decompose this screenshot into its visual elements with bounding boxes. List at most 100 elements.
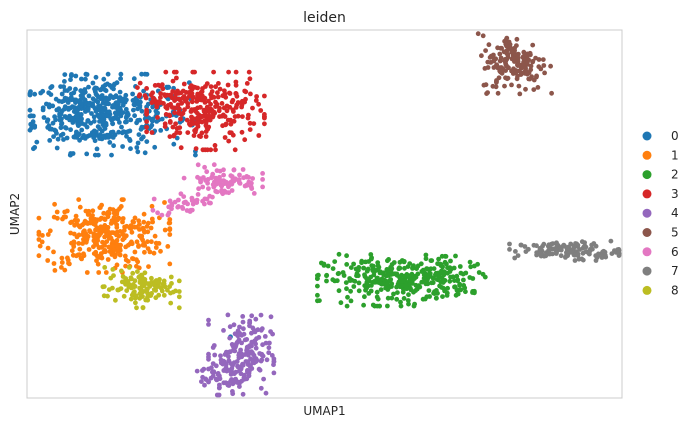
point (240, 314, 246, 319)
point (219, 183, 225, 189)
point (130, 91, 136, 97)
point (152, 83, 158, 88)
point (120, 219, 125, 225)
point (213, 104, 218, 109)
point (58, 111, 64, 117)
point (135, 269, 140, 274)
point (206, 186, 211, 192)
point (125, 112, 131, 118)
point (315, 283, 320, 289)
point (362, 294, 367, 300)
point (253, 345, 259, 351)
point (163, 69, 169, 75)
point (202, 164, 208, 170)
point (240, 319, 246, 325)
point (458, 270, 464, 276)
point (168, 274, 174, 280)
point (452, 278, 457, 283)
point (467, 259, 473, 265)
point (161, 292, 167, 298)
point (244, 182, 250, 188)
point (159, 212, 165, 218)
point (165, 212, 171, 218)
point (435, 270, 441, 276)
point (78, 112, 84, 117)
point (377, 270, 383, 276)
point (62, 95, 68, 101)
point (571, 246, 576, 251)
point (185, 130, 191, 136)
point (142, 270, 148, 276)
point (520, 62, 526, 68)
point (423, 256, 429, 262)
point (507, 247, 512, 252)
point (244, 174, 249, 180)
point (428, 266, 434, 272)
point (54, 145, 60, 151)
point (411, 263, 416, 268)
point (101, 284, 107, 289)
point (237, 324, 242, 330)
point (217, 86, 223, 92)
point (167, 227, 173, 233)
point (32, 91, 38, 97)
point (97, 126, 103, 132)
point (82, 97, 88, 103)
point (70, 151, 76, 156)
point (52, 127, 57, 133)
point (108, 130, 114, 135)
point (208, 92, 214, 97)
points-layer (27, 31, 622, 398)
point (123, 281, 128, 287)
point (168, 92, 174, 98)
point (217, 105, 222, 111)
point (550, 241, 556, 247)
point (141, 240, 147, 246)
point (131, 290, 136, 296)
point (479, 53, 484, 59)
legend: 0 1 2 3 4 5 6 7 8 (642, 129, 679, 297)
point (548, 63, 553, 69)
legend-marker-8 (642, 285, 652, 295)
legend-label-4: 4 (671, 206, 679, 220)
point (230, 176, 236, 182)
point (219, 189, 225, 195)
point (554, 250, 559, 256)
point (120, 274, 126, 279)
point (111, 247, 117, 253)
point (543, 253, 549, 259)
point (133, 295, 138, 301)
point (90, 133, 96, 138)
point (214, 189, 220, 195)
point (336, 288, 342, 294)
point (76, 241, 82, 246)
point (425, 277, 430, 282)
point (61, 137, 66, 142)
point (79, 76, 84, 82)
point (149, 275, 154, 281)
point (498, 55, 504, 61)
point (593, 243, 599, 249)
point (140, 134, 146, 140)
point (195, 192, 201, 197)
point (236, 337, 242, 343)
point (397, 259, 403, 265)
point (371, 272, 377, 278)
point (62, 267, 68, 273)
chart-title: leiden (303, 10, 346, 26)
point (55, 136, 61, 142)
point (351, 261, 356, 267)
point (198, 104, 203, 110)
point (193, 107, 199, 112)
point (373, 279, 378, 285)
point (148, 225, 154, 231)
point (91, 114, 97, 120)
point (46, 90, 52, 96)
point (497, 51, 503, 57)
point (97, 217, 103, 222)
point (249, 349, 254, 355)
point (147, 249, 153, 255)
point (457, 264, 463, 269)
point (123, 92, 129, 98)
point (120, 144, 125, 149)
